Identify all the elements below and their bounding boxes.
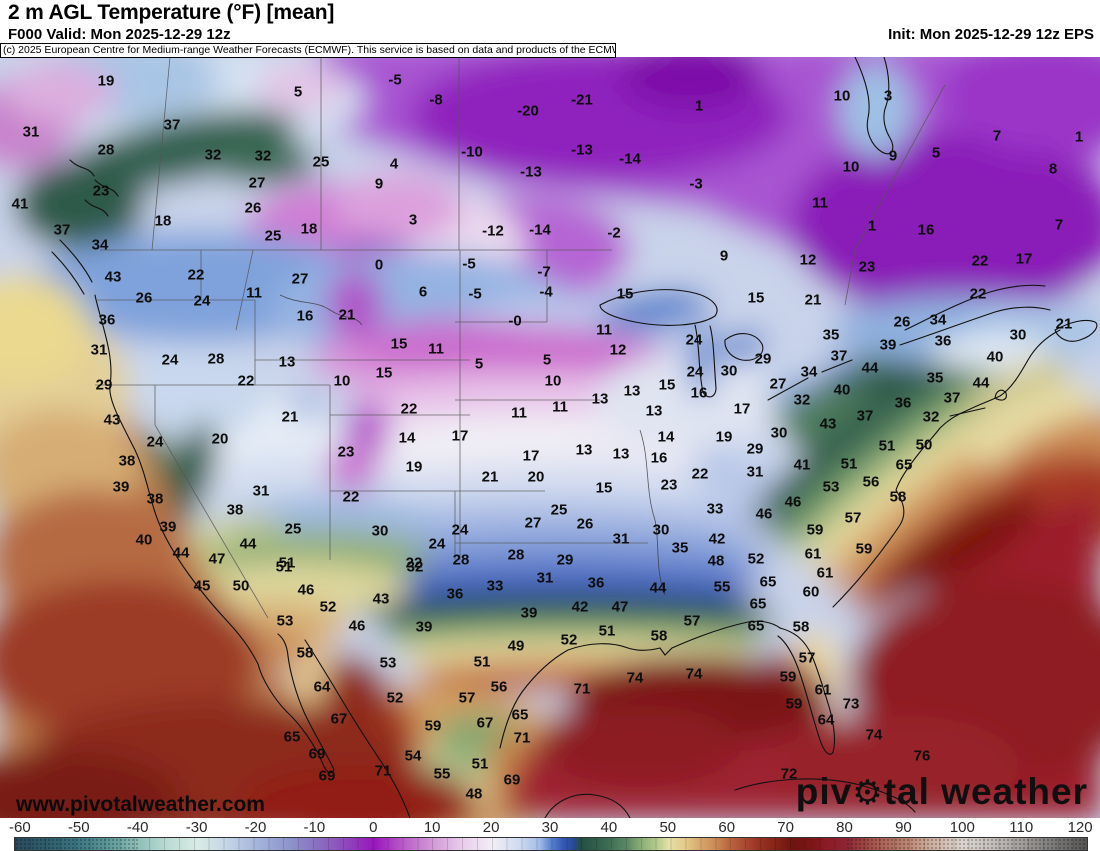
colorbar-tick: 50 (659, 819, 677, 836)
temperature-map-canvas (0, 57, 1100, 818)
colorbar-tick: 30 (541, 819, 559, 836)
colorbar-tick: -30 (185, 819, 208, 836)
colorbar-tick: -50 (67, 819, 90, 836)
colorbar-tick: 60 (718, 819, 736, 836)
colorbar-tick: -60 (9, 819, 31, 836)
colorbar-tick: 110 (1009, 819, 1034, 836)
pivotal-weather-logo: piv⚙tal weather (796, 771, 1088, 813)
colorbar-hatch (15, 838, 139, 850)
valid-time: F000 Valid: Mon 2025-12-29 12z (8, 26, 231, 43)
colorbar-tick: -40 (126, 819, 149, 836)
colorbar-tick: 120 (1067, 819, 1093, 836)
colorbar-tick: 80 (836, 819, 853, 836)
page-title: 2 m AGL Temperature (°F) [mean] (8, 1, 335, 24)
copyright-text: (c) 2025 European Centre for Medium-rang… (0, 43, 616, 58)
colorbar-tick: 10 (423, 819, 441, 836)
logo-text-post: tal weather (883, 771, 1088, 812)
colorbar-area: -60 -50 -40 -30 -20 -10 0 10 20 30 40 50 60 70 80 90 100… (0, 818, 1100, 851)
colorbar-tick: 100 (949, 819, 975, 836)
colorbar-tick: 70 (777, 819, 794, 836)
colorbar-tick: 90 (895, 819, 912, 836)
colorbar-tick: 20 (482, 819, 500, 836)
colorbar-tick: -10 (303, 819, 326, 836)
colorbar-tick: 0 (369, 819, 378, 836)
coastlines (51, 57, 1098, 818)
rivers (279, 294, 666, 596)
colorbar-tick: -20 (244, 819, 267, 836)
state-borders (95, 57, 946, 619)
watermark-url: www.pivotalweather.com (16, 793, 265, 816)
init-time: Init: Mon 2025-12-29 12z EPS (888, 26, 1094, 43)
map-field (0, 57, 1100, 818)
colorbar-hatch (845, 838, 1087, 850)
colorbar-tick: 40 (600, 819, 618, 836)
logo-text-pre: piv (795, 771, 853, 812)
gear-icon: ⚙ (852, 774, 884, 812)
colorbar-gradient (14, 837, 1088, 851)
